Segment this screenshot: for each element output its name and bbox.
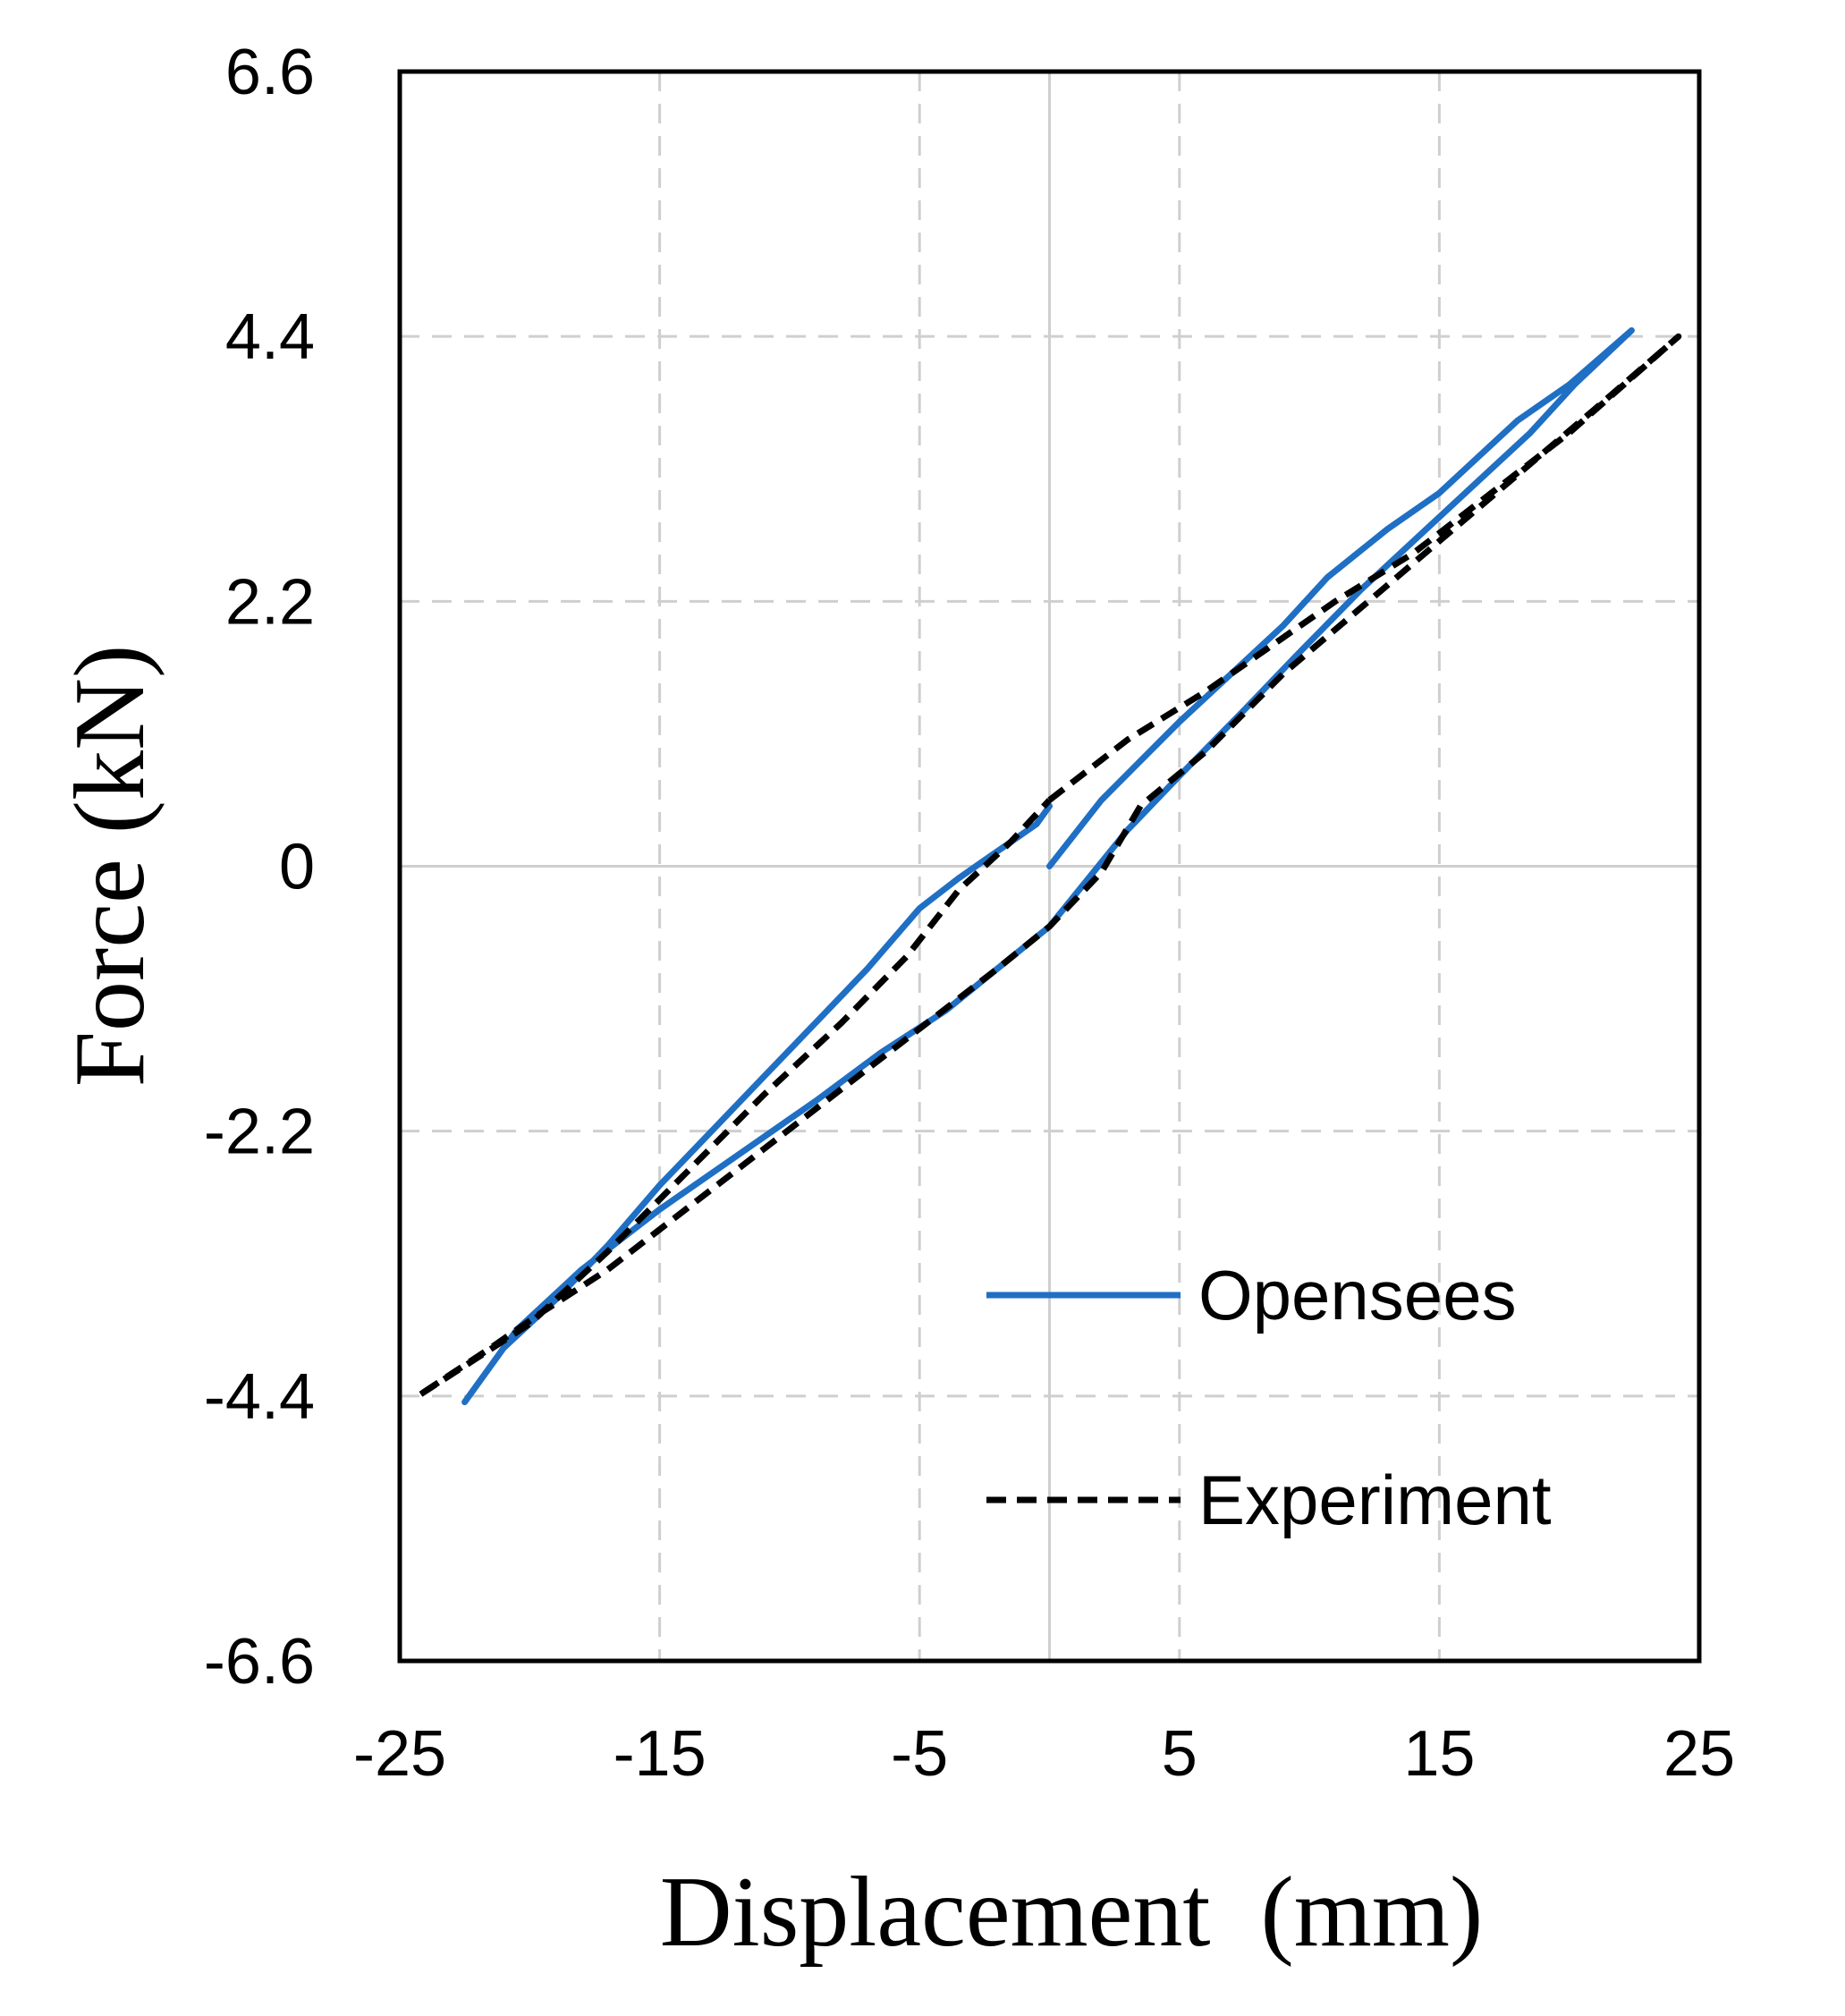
y-tick-label: -2.2 bbox=[204, 1097, 315, 1168]
x-tick-label: -5 bbox=[891, 1718, 948, 1790]
x-tick-label: -25 bbox=[353, 1718, 446, 1790]
y-axis-title: Force (kN) bbox=[55, 645, 165, 1087]
x-tick-label: 15 bbox=[1403, 1718, 1475, 1790]
series-lines bbox=[414, 326, 1682, 1406]
series-experiment-line bbox=[414, 333, 1682, 1400]
x-tick-label: -15 bbox=[614, 1718, 707, 1790]
legend-label-experiment: Experiment bbox=[1198, 1461, 1552, 1539]
x-axis-title: Displacement (mm) bbox=[660, 1857, 1484, 1968]
y-tick-label: 0 bbox=[279, 832, 315, 903]
series-opensees-line bbox=[461, 326, 1635, 1406]
legend: Opensees Experiment bbox=[986, 1256, 1552, 1539]
plot-frame bbox=[397, 69, 1702, 1664]
y-tick-label: 2.2 bbox=[225, 566, 315, 638]
y-tick-label: 6.6 bbox=[225, 37, 315, 108]
x-tick-label: 5 bbox=[1162, 1718, 1198, 1790]
y-tick-labels: 6.6 4.4 2.2 0 -2.2 -4.4 -6.6 bbox=[204, 37, 315, 1698]
y-tick-label: -4.4 bbox=[204, 1361, 315, 1433]
y-tick-label: 4.4 bbox=[225, 301, 315, 373]
x-tick-label: 25 bbox=[1663, 1718, 1735, 1790]
y-tick-label: -6.6 bbox=[204, 1626, 315, 1698]
legend-label-opensees: Opensees bbox=[1198, 1256, 1517, 1334]
x-tick-labels: -25 -15 -5 5 15 25 bbox=[353, 1718, 1735, 1790]
